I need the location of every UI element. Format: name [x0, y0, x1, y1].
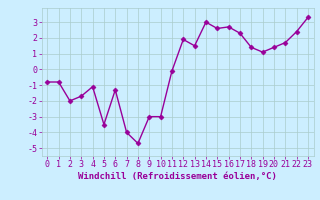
X-axis label: Windchill (Refroidissement éolien,°C): Windchill (Refroidissement éolien,°C)	[78, 172, 277, 181]
